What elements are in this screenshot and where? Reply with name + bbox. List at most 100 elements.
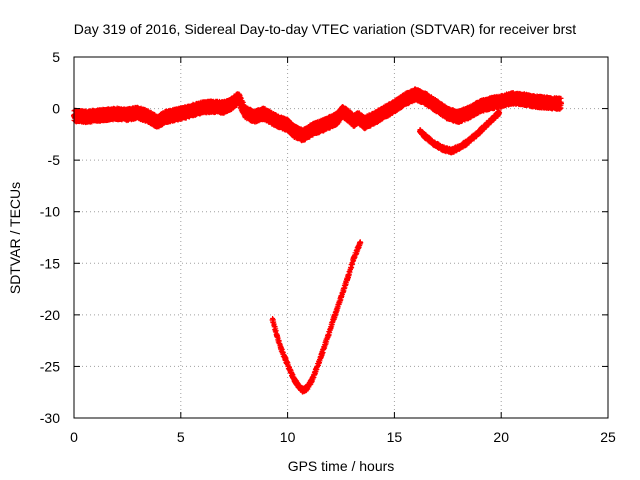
data-point: [481, 124, 488, 131]
y-tick-label: -15: [40, 255, 60, 271]
data-point: [241, 108, 248, 115]
series-dip-17h: [417, 108, 503, 156]
data-point: [340, 108, 347, 115]
x-tick-label: 20: [493, 429, 509, 445]
data-point: [135, 109, 142, 116]
y-tick-label: -30: [40, 410, 60, 426]
data-point: [476, 103, 483, 110]
data-point: [276, 118, 283, 125]
data-point: [199, 104, 206, 111]
data-point: [466, 109, 473, 116]
data-point: [344, 275, 351, 282]
y-axis-label: SDTVAR / TECUs: [7, 182, 23, 294]
data-point: [220, 104, 227, 111]
data-point: [124, 111, 131, 118]
data-point: [558, 100, 565, 107]
data-point: [498, 98, 505, 105]
y-tick-label: 5: [52, 49, 60, 65]
data-point: [81, 113, 88, 120]
data-points: [71, 86, 564, 144]
x-axis-label: GPS time / hours: [288, 458, 395, 474]
data-point: [551, 100, 558, 107]
data-point: [333, 115, 340, 122]
data-point: [355, 114, 362, 121]
data-point: [154, 118, 161, 125]
data-point: [380, 109, 387, 116]
data-point: [278, 345, 285, 352]
data-point: [519, 96, 526, 103]
data-point: [346, 113, 353, 120]
data-point: [273, 332, 280, 339]
data-point: [423, 134, 430, 141]
data-point: [250, 113, 257, 120]
data-point: [455, 113, 462, 120]
data-point: [423, 96, 430, 103]
data-point: [487, 100, 494, 107]
y-tick-label: -10: [40, 204, 60, 220]
data-point: [284, 122, 291, 129]
chart-title: Day 319 of 2016, Sidereal Day-to-day VTE…: [74, 21, 576, 37]
data-point: [325, 332, 332, 339]
data-point: [261, 110, 268, 117]
data-point: [338, 294, 344, 301]
data-point: [162, 113, 169, 120]
data-point: [320, 122, 327, 129]
series-deep-dip-11h: [269, 239, 364, 395]
x-tick-label: 25: [600, 429, 616, 445]
data-point: [508, 95, 515, 102]
data-point: [361, 120, 368, 127]
data-point: [312, 368, 319, 375]
data-point: [291, 375, 298, 382]
data-point: [103, 111, 110, 118]
data-point: [472, 132, 479, 139]
data-point: [188, 107, 195, 114]
x-tick-label: 10: [280, 429, 296, 445]
y-tick-label: -25: [40, 358, 60, 374]
data-point: [303, 385, 310, 392]
data-point: [434, 103, 441, 110]
data-point: [442, 146, 449, 153]
data-point: [145, 113, 152, 120]
data-point: [496, 109, 503, 116]
tick-layer: [73, 56, 609, 419]
data-point: [350, 117, 357, 124]
data-point: [269, 115, 276, 122]
data-point: [444, 110, 451, 117]
data-point: [318, 351, 325, 358]
data-point: [92, 112, 99, 119]
y-tick-label: -5: [48, 152, 61, 168]
data-point: [113, 110, 120, 117]
data-point: [229, 100, 236, 107]
data-point: [357, 239, 364, 246]
data-point: [282, 356, 289, 363]
data-point: [350, 255, 357, 262]
data-point: [299, 387, 306, 394]
plot-frame: [73, 56, 609, 419]
x-tick-label: 5: [177, 429, 185, 445]
data-point: [455, 144, 462, 151]
y-tick-label: 0: [52, 101, 60, 117]
data-point: [295, 383, 302, 390]
data-point: [417, 128, 424, 135]
data-point: [370, 115, 377, 122]
data-point: [327, 118, 334, 125]
y-tick-label: -20: [40, 307, 60, 323]
data-point: [269, 317, 276, 324]
data-point: [291, 128, 298, 135]
data-point: [489, 115, 496, 122]
data-point: [308, 378, 315, 385]
data-point: [235, 95, 242, 102]
data-point: [286, 366, 293, 373]
data-point: [391, 103, 398, 110]
data-point: [429, 139, 436, 146]
data-point: [412, 91, 419, 98]
x-tick-label: 0: [70, 429, 78, 445]
data-point: [331, 312, 338, 319]
data-point: [436, 143, 443, 150]
data-point: [540, 99, 547, 106]
data-point: [177, 110, 184, 117]
data-layer: [71, 86, 565, 395]
data-point: [464, 139, 471, 146]
